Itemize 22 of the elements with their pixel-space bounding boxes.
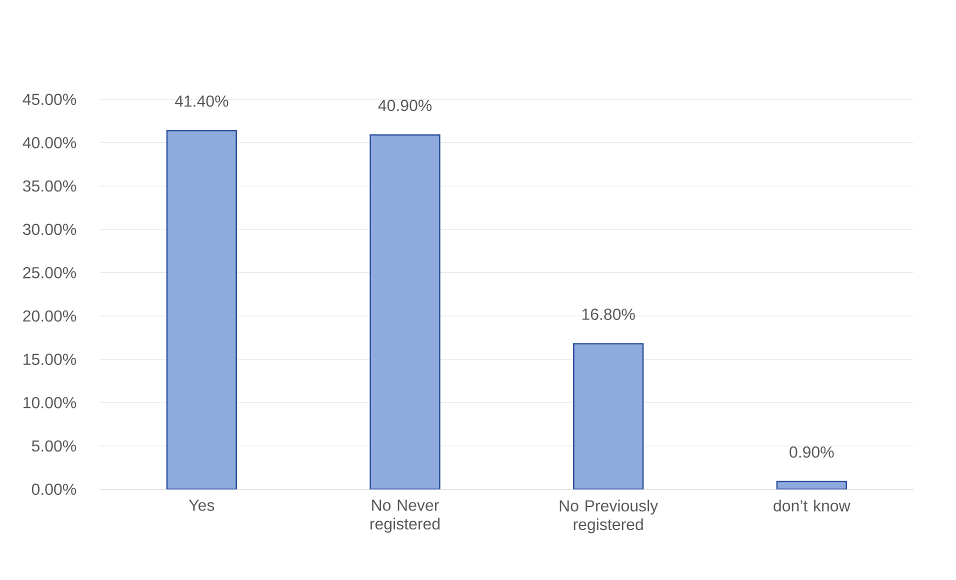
x-tick-label: No Never registered (370, 500, 440, 533)
data-label: 41.40% (174, 95, 228, 107)
y-tick-label: 40.00% (22, 137, 76, 148)
bar (166, 130, 238, 490)
y-tick-label: 10.00% (24, 397, 76, 408)
y-tick-label: 0.00% (32, 484, 76, 495)
data-label: 40.90% (378, 100, 432, 112)
y-tick-label: 25.00% (23, 267, 76, 278)
bar (776, 480, 848, 490)
data-label: 16.80% (582, 308, 635, 320)
bar (370, 134, 440, 490)
y-tick-label: 15.00% (24, 354, 76, 365)
data-label: 0.90% (790, 446, 834, 458)
x-tick-label: Yes (188, 500, 214, 511)
bar (573, 343, 644, 490)
y-tick-label: 45.00% (22, 94, 76, 106)
x-tick-label: No Previously registered (560, 500, 658, 534)
x-tick-label: don’t know (774, 500, 850, 512)
y-tick-label: 5.00% (32, 440, 76, 452)
y-tick-label: 35.00% (22, 180, 76, 192)
y-tick-label: 20.00% (23, 310, 76, 322)
y-tick-label: 30.00% (22, 224, 76, 236)
